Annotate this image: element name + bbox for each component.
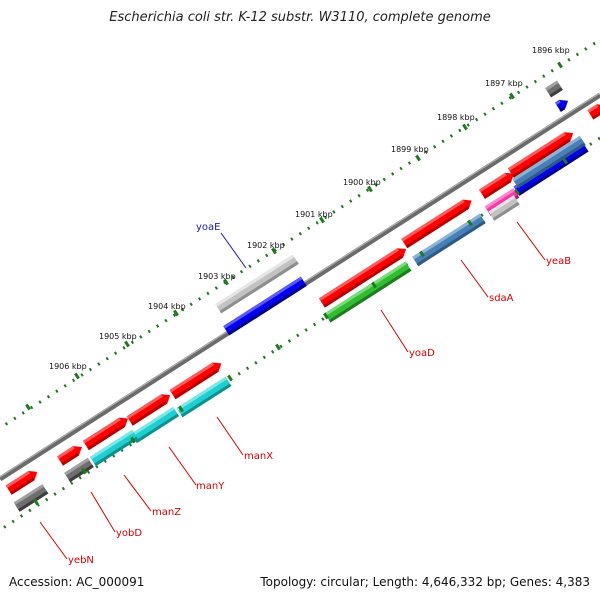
tick-label: 1900 kbp [343, 178, 381, 187]
gene-label-manX[interactable]: manX [244, 451, 273, 462]
tick-label: 1899 kbp [391, 145, 429, 154]
leader-line-manX [216, 416, 244, 456]
feature-gene-manZ[interactable] [89, 429, 139, 467]
features-layer [5, 80, 600, 512]
feature-cds-manZ[interactable] [82, 414, 131, 451]
genome-title: Escherichia coli str. K-12 substr. W3110… [109, 10, 491, 25]
ruler-outer-dots [0, 41, 596, 430]
major-tick [514, 188, 520, 196]
tick-label: 1896 kbp [532, 46, 570, 55]
tick-label: 1897 kbp [485, 79, 523, 88]
major-tick [319, 216, 325, 224]
major-tick [124, 340, 130, 348]
tick-label: 1904 kbp [148, 302, 186, 311]
major-tick [467, 219, 473, 227]
gene-label-yeaB[interactable]: yeaB [546, 256, 571, 267]
leader-line-yeaB [516, 221, 546, 261]
feature-cds-yobD[interactable] [57, 442, 85, 466]
major-tick [415, 154, 421, 162]
major-tick [275, 343, 281, 351]
leader-line-manZ [123, 474, 152, 512]
feature-gene-yeaB-grey[interactable] [488, 195, 520, 221]
gene-label-manY[interactable]: manY [196, 481, 225, 492]
leader-line-yoaD [380, 309, 409, 353]
feature-cds-manX[interactable] [169, 359, 225, 400]
accession-label: Accession: AC_000091 [9, 575, 145, 589]
major-tick [33, 498, 39, 506]
major-tick [74, 372, 80, 380]
major-tick [25, 403, 31, 411]
gene-label-yebN[interactable]: yebN [68, 555, 94, 566]
tick-label: 1902 kbp [247, 241, 285, 250]
topology-summary: Topology: circular; Length: 4,646,332 bp… [260, 575, 590, 589]
gene-label-yoaE[interactable]: yoaE [196, 222, 220, 233]
gene-label-yobD[interactable]: yobD [116, 528, 142, 539]
leader-line-yobD [90, 491, 116, 533]
major-tick [557, 61, 563, 69]
major-tick [271, 247, 277, 255]
feature-gene-small[interactable] [545, 80, 563, 98]
leader-line-yebN [39, 521, 68, 560]
feature-cds-yebN[interactable] [5, 467, 41, 495]
gene-label-yoaD[interactable]: yoaD [409, 348, 435, 359]
feature-gene-sdaA[interactable] [412, 213, 486, 267]
feature-cds-manY[interactable] [126, 390, 173, 426]
major-tick [371, 281, 377, 289]
feature-cds-yeaB[interactable] [479, 169, 517, 199]
feature-gene-manY[interactable] [130, 406, 180, 444]
major-tick [462, 123, 468, 131]
feature-cds-yoaE[interactable] [215, 254, 299, 314]
feature-gene-manX[interactable] [176, 376, 232, 418]
tick-label: 1906 kbp [49, 362, 87, 371]
feature-cds-yoaD[interactable] [318, 244, 409, 308]
major-tick [419, 250, 425, 258]
feature-gene-yeaB-steel[interactable] [512, 135, 586, 189]
major-tick [227, 374, 233, 382]
gene-label-manZ[interactable]: manZ [152, 507, 181, 518]
tick-label: 1903 kbp [198, 272, 236, 281]
major-tick [130, 436, 136, 444]
feature-gene-arrow[interactable] [554, 96, 571, 112]
major-tick [562, 157, 568, 165]
major-tick [367, 185, 373, 193]
gene-label-sdaA[interactable]: sdaA [489, 293, 514, 304]
leader-line-manY [168, 446, 197, 486]
feature-cds-yeaB-2[interactable] [507, 128, 576, 178]
major-tick [323, 312, 329, 320]
feature-gene-yobD[interactable] [64, 457, 94, 483]
tick-label: 1901 kbp [295, 210, 333, 219]
feature-gene-yoaE[interactable] [223, 276, 307, 336]
major-tick [509, 92, 515, 100]
tick-marks-layer [25, 61, 568, 506]
feature-cds-sdaA[interactable] [401, 196, 474, 249]
tick-label: 1905 kbp [99, 332, 137, 341]
feature-gene-yebN[interactable] [13, 484, 49, 512]
leader-line-sdaA [460, 259, 489, 298]
major-tick [173, 309, 179, 317]
tick-label: 1898 kbp [437, 113, 475, 122]
major-tick [81, 467, 87, 475]
major-tick [223, 278, 229, 286]
leader-line-yoaE [220, 232, 247, 269]
major-tick [178, 405, 184, 413]
feature-gene-yoaD[interactable] [324, 261, 412, 323]
